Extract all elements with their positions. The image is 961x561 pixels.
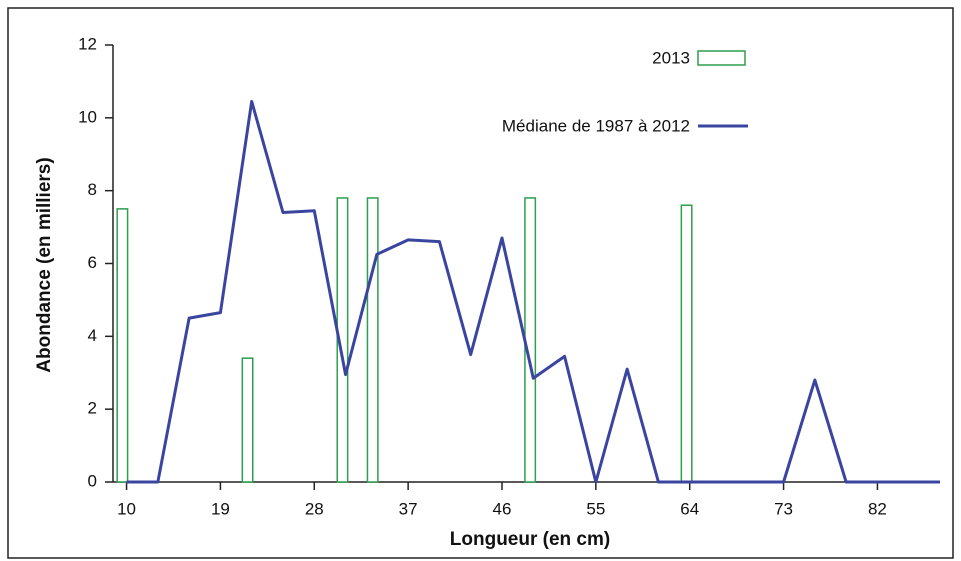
x-tick-label: 37 <box>399 499 418 518</box>
y-tick-label: 12 <box>78 34 97 53</box>
x-tick-label: 10 <box>117 499 136 518</box>
line <box>126 99 940 484</box>
y-tick-label: 8 <box>88 180 97 199</box>
x-axis-label: Longueur (en cm) <box>450 529 610 550</box>
bar <box>116 208 129 483</box>
y-tick-label: 2 <box>88 399 97 418</box>
legend-swatch <box>697 50 746 66</box>
x-tick-label: 82 <box>868 499 887 518</box>
bar <box>241 357 254 483</box>
bar <box>524 197 537 483</box>
frame <box>7 7 954 559</box>
y-tick-label: 6 <box>88 253 97 272</box>
y-tick-label: 0 <box>88 471 97 490</box>
legend-label: 2013 <box>652 48 690 67</box>
bar <box>680 204 693 483</box>
x-tick-label: 73 <box>774 499 793 518</box>
x-tick-label: 28 <box>305 499 324 518</box>
bar <box>336 197 349 483</box>
bar <box>366 197 379 483</box>
x-tick-label: 46 <box>493 499 512 518</box>
y-tick-label: 4 <box>88 326 97 345</box>
y-axis-label: Abondance (en milliers) <box>34 157 55 372</box>
legend-label: Médiane de 1987 à 2012 <box>502 116 690 135</box>
x-tick-label: 64 <box>680 499 699 518</box>
x-tick-label: 19 <box>211 499 230 518</box>
x-tick-label: 55 <box>586 499 605 518</box>
y-tick-label: 10 <box>78 107 97 126</box>
